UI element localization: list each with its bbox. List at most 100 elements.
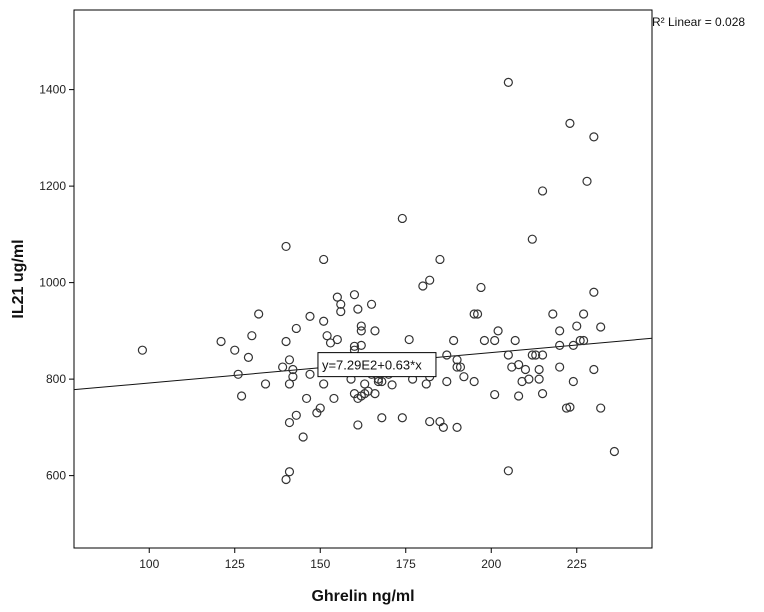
data-point bbox=[537, 186, 548, 196]
data-point bbox=[555, 362, 565, 372]
data-point bbox=[455, 362, 466, 372]
data-point bbox=[469, 309, 479, 319]
data-point bbox=[404, 334, 414, 345]
data-point bbox=[366, 299, 377, 309]
data-point bbox=[291, 410, 301, 420]
data-point bbox=[336, 306, 346, 317]
y-axis-title: IL21 ug/ml bbox=[10, 239, 27, 318]
data-point bbox=[284, 379, 295, 389]
y-tick-label: 1200 bbox=[39, 179, 66, 193]
data-point bbox=[387, 380, 397, 390]
equation-box bbox=[317, 352, 437, 378]
data-point bbox=[589, 364, 599, 375]
data-point bbox=[284, 355, 295, 365]
data-point bbox=[510, 335, 520, 346]
data-point bbox=[349, 341, 360, 351]
data-point bbox=[356, 321, 366, 331]
data-point bbox=[527, 350, 537, 360]
data-point bbox=[288, 364, 298, 375]
data-point bbox=[534, 364, 544, 375]
data-point bbox=[281, 336, 291, 347]
y-tick-label: 600 bbox=[46, 469, 66, 483]
data-point bbox=[425, 275, 435, 285]
equation-label: y=7.29E2+0.63*x bbox=[322, 358, 422, 373]
data-point bbox=[575, 335, 585, 346]
data-point bbox=[284, 467, 295, 477]
data-point bbox=[459, 372, 469, 382]
data-point bbox=[332, 292, 342, 302]
data-point bbox=[449, 335, 459, 346]
data-point bbox=[589, 287, 599, 297]
y-axis: 600 800 1000 1200 1400 bbox=[39, 83, 74, 483]
data-point bbox=[578, 335, 589, 346]
data-point bbox=[373, 376, 383, 387]
data-point bbox=[555, 326, 565, 336]
data-point bbox=[596, 403, 606, 413]
data-point bbox=[582, 176, 592, 186]
data-point bbox=[360, 379, 370, 389]
x-tick-label: 225 bbox=[567, 557, 587, 571]
data-point bbox=[503, 77, 513, 87]
data-point bbox=[281, 241, 291, 252]
data-point bbox=[298, 432, 308, 442]
data-point bbox=[356, 326, 366, 336]
data-point bbox=[377, 413, 387, 423]
data-point bbox=[568, 376, 578, 387]
data-point bbox=[572, 321, 582, 331]
x-tick-label: 175 bbox=[396, 557, 416, 571]
data-point bbox=[565, 118, 575, 128]
data-point bbox=[469, 376, 479, 387]
data-point bbox=[349, 290, 360, 300]
y-tick-label: 1400 bbox=[39, 83, 66, 97]
data-point bbox=[452, 422, 462, 432]
data-point bbox=[503, 466, 513, 476]
data-point bbox=[356, 340, 366, 350]
data-point bbox=[479, 335, 490, 346]
data-point bbox=[438, 422, 448, 432]
data-point bbox=[377, 376, 387, 387]
data-point bbox=[319, 254, 329, 265]
data-point bbox=[233, 369, 243, 379]
data-point bbox=[329, 393, 339, 404]
data-point bbox=[514, 360, 524, 370]
data-point bbox=[288, 372, 298, 382]
data-point bbox=[609, 446, 619, 457]
y-tick-label: 1000 bbox=[39, 276, 66, 290]
data-point bbox=[305, 369, 315, 379]
data-point bbox=[490, 389, 500, 400]
data-point bbox=[537, 350, 548, 360]
plot-area bbox=[73, 9, 653, 549]
data-point bbox=[596, 322, 606, 332]
data-point bbox=[291, 323, 301, 334]
data-point bbox=[534, 374, 544, 384]
data-point bbox=[435, 254, 445, 265]
x-tick-label: 200 bbox=[481, 557, 501, 571]
data-point bbox=[332, 334, 342, 345]
data-point bbox=[281, 474, 291, 485]
data-point bbox=[137, 345, 148, 355]
data-point bbox=[315, 403, 325, 413]
data-point bbox=[305, 311, 315, 321]
data-point bbox=[565, 402, 575, 412]
data-point bbox=[247, 331, 257, 341]
data-point bbox=[418, 281, 428, 291]
data-point bbox=[425, 416, 435, 427]
x-tick-label: 125 bbox=[225, 557, 245, 571]
data-point bbox=[503, 350, 513, 360]
data-point bbox=[589, 132, 599, 142]
x-tick-label: 100 bbox=[139, 557, 159, 571]
data-point bbox=[520, 364, 531, 375]
data-point bbox=[260, 379, 271, 389]
x-tick-label: 150 bbox=[310, 557, 330, 571]
data-point bbox=[353, 304, 363, 314]
data-point bbox=[319, 379, 329, 389]
data-point bbox=[452, 355, 462, 365]
data-point bbox=[452, 362, 462, 372]
data-point bbox=[397, 213, 407, 224]
points-layer bbox=[137, 77, 619, 485]
data-point bbox=[442, 350, 452, 360]
data-point bbox=[278, 362, 288, 372]
data-point bbox=[578, 309, 589, 319]
data-point bbox=[490, 335, 500, 346]
